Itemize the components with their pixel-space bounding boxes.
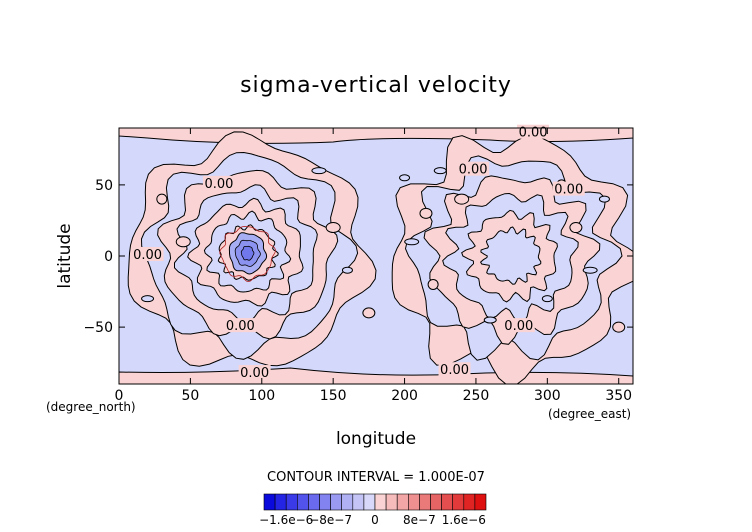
x-tick-label: 0 [115, 388, 124, 404]
colorbar-swatch [474, 493, 487, 511]
colorbar-swatch [296, 493, 309, 511]
chart-title: sigma-vertical velocity [240, 73, 512, 98]
colorbar-swatch [319, 493, 331, 511]
colorbar-label: −8e−7 [309, 513, 352, 527]
colorbar-swatch [463, 493, 476, 511]
colorbar-swatch [330, 493, 343, 511]
contour-cell [141, 295, 155, 303]
y-unit-label: (degree_north) [46, 400, 136, 414]
y-tick-label: −50 [83, 320, 113, 336]
contour-label-group: 0.00 0.00 0.00 0.00 0.00 0.00 0.00 0.00 0.00 [131, 124, 585, 381]
colorbar-swatch [352, 493, 365, 511]
colorbar-swatch [419, 493, 431, 511]
contour-label-bg [438, 362, 471, 377]
colorbar-labels: −1.6e−6−8e−7 0 8e−7 1.6e−6 [259, 513, 486, 527]
contour-cell [612, 321, 626, 333]
contour-label-bg [202, 175, 235, 190]
colorbar-swatch [285, 493, 298, 511]
contour-cell [175, 236, 191, 248]
contour-label: 0.00 [459, 163, 488, 178]
x-tick-label: 300 [534, 388, 561, 404]
colorbar-swatch [407, 493, 420, 511]
contour-cell [569, 222, 583, 234]
y-tick-label: 0 [104, 249, 113, 265]
contour-label-bg [502, 318, 535, 333]
colorbar-swatch [308, 493, 320, 511]
colorbar-swatch [374, 493, 387, 511]
contour-cell [483, 316, 497, 324]
x-tick-label: 50 [181, 388, 199, 404]
contour-cell [419, 207, 433, 219]
contour-cell [399, 174, 411, 182]
colorbar-swatch [341, 493, 354, 511]
colorbar-swatch [274, 493, 287, 511]
contour-label: 0.00 [240, 366, 269, 381]
contour-cell [325, 222, 341, 234]
colorbar-swatch [441, 493, 454, 511]
x-tick-label: 200 [391, 388, 418, 404]
colorbar-label: 8e−7 [403, 513, 436, 527]
contour-cell [404, 238, 420, 246]
x-tick-label: 100 [248, 388, 275, 404]
contour-cell [598, 195, 610, 203]
contour-cell [582, 266, 598, 274]
colorbar [263, 493, 487, 511]
contour-label: 0.00 [133, 248, 162, 263]
y-axis-label: latitude [55, 223, 75, 288]
contour-label-bg [224, 318, 257, 333]
colorbar-swatch [452, 493, 465, 511]
colorbar-swatch [385, 493, 398, 511]
x-axis-label: longitude [336, 429, 416, 449]
contour-cell [541, 295, 553, 303]
contour-label: 0.00 [554, 183, 583, 198]
contour-label-bg [238, 365, 271, 380]
positive-inner-ring [219, 226, 276, 283]
contour-label: 0.00 [440, 363, 469, 378]
y-axis: −50 0 50 [83, 178, 633, 336]
x-tick-label: 250 [463, 388, 490, 404]
contour-field [119, 128, 633, 384]
colorbar-swatch [263, 493, 276, 511]
vortex-core [240, 245, 255, 261]
contour-label: 0.00 [504, 319, 533, 334]
contour-cell [433, 167, 447, 175]
x-tick-label: 350 [605, 388, 632, 404]
x-tick-label: 150 [320, 388, 347, 404]
y-tick-label: 50 [95, 178, 113, 194]
contour-label: 0.00 [519, 126, 548, 141]
colorbar-swatch [430, 493, 442, 511]
x-axis: 0 50 100 150 200 250 300 350 [115, 128, 632, 404]
contour-label: 0.00 [204, 177, 233, 192]
contour-label: 0.00 [226, 319, 255, 334]
contour-cell [311, 167, 327, 175]
x-unit-label: (degree_east) [548, 407, 631, 421]
contour-cell [362, 307, 376, 319]
contour-cell [156, 193, 168, 205]
contour-label-bg [131, 247, 164, 261]
colorbar-swatch [363, 493, 376, 511]
contour-ring-east [479, 226, 542, 285]
contour-label-bg [552, 181, 585, 196]
contour-cell [427, 278, 439, 290]
contour-label-bg [457, 161, 490, 176]
colorbar-label: 0 [371, 513, 379, 527]
colorbar-label: −1.6e−6 [259, 513, 313, 527]
colorbar-swatch [396, 493, 409, 511]
contour-cell [454, 193, 470, 205]
contour-interval-text: CONTOUR INTERVAL = 1.000E-07 [267, 470, 485, 485]
plot-area: 0.00 0.00 0.00 0.00 0.00 0.00 0.00 0.00 0.00 [118, 124, 634, 385]
colorbar-label: 1.6e−6 [442, 513, 486, 527]
contour-cell [341, 266, 353, 274]
